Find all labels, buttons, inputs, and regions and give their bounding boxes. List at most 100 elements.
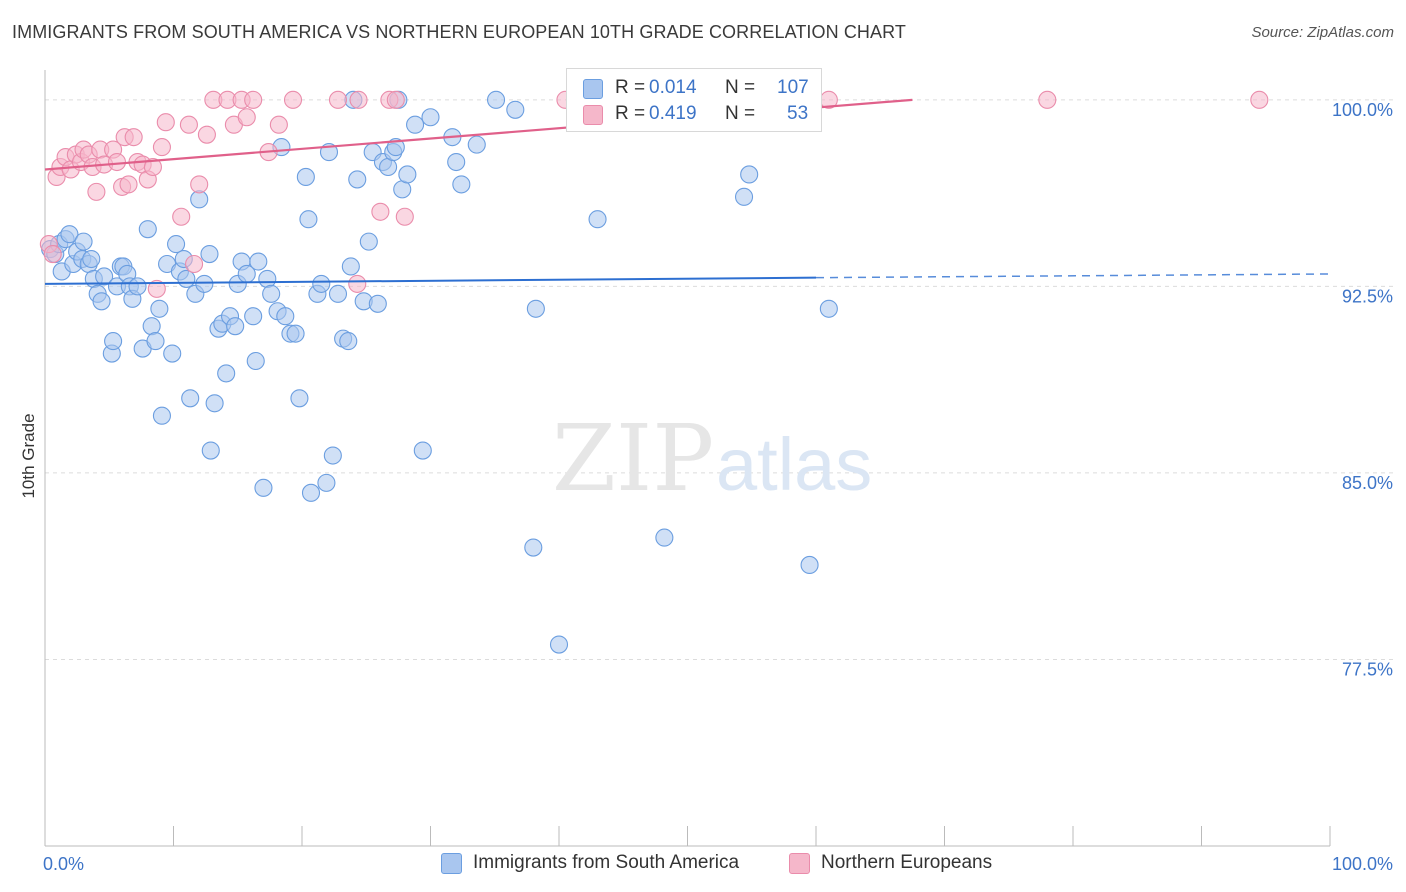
y-tick-label: 92.5% bbox=[1342, 286, 1393, 306]
data-point bbox=[244, 307, 263, 326]
gridlines bbox=[45, 99, 1395, 660]
data-point bbox=[283, 90, 303, 109]
data-point bbox=[486, 90, 506, 109]
data-point bbox=[163, 344, 182, 363]
data-point bbox=[371, 202, 390, 221]
legend-swatch-blue bbox=[583, 79, 603, 99]
data-point bbox=[588, 210, 607, 229]
data-point bbox=[1250, 90, 1269, 109]
data-point bbox=[185, 254, 204, 274]
data-point bbox=[386, 138, 405, 157]
data-point bbox=[179, 115, 198, 134]
data-point bbox=[421, 108, 440, 127]
data-point bbox=[301, 483, 321, 502]
data-point bbox=[258, 269, 277, 288]
data-point bbox=[349, 90, 368, 109]
legend-n-value: 53 bbox=[787, 103, 809, 124]
data-point bbox=[217, 364, 236, 383]
data-point bbox=[467, 135, 486, 154]
bottom-legend-swatch-blue bbox=[441, 853, 462, 874]
legend-n-label: N = bbox=[725, 77, 756, 98]
y-tick-label: 85.0% bbox=[1342, 473, 1393, 493]
data-point bbox=[386, 90, 405, 109]
source-label: Source: ZipAtlas.com bbox=[1251, 24, 1394, 41]
data-point bbox=[143, 157, 162, 177]
data-point bbox=[128, 277, 147, 296]
data-point bbox=[819, 299, 838, 318]
data-point bbox=[655, 528, 674, 547]
watermark-atlas: atlas bbox=[716, 423, 872, 506]
data-point bbox=[398, 165, 417, 184]
data-point bbox=[524, 538, 543, 557]
data-point bbox=[526, 299, 545, 318]
data-point bbox=[205, 394, 224, 413]
data-point bbox=[452, 175, 471, 194]
bottom-legend-swatch-pink bbox=[789, 853, 810, 874]
stats-legend: R = 0.014 N = 107 R = 0.419 N = 53 bbox=[566, 68, 822, 132]
data-point bbox=[254, 478, 273, 497]
data-point bbox=[299, 210, 318, 229]
data-point bbox=[262, 284, 281, 303]
legend-r-label: R = bbox=[615, 103, 646, 124]
data-point bbox=[124, 128, 143, 147]
data-point bbox=[138, 220, 157, 239]
data-point bbox=[395, 207, 414, 226]
y-tick-label: 100.0% bbox=[1332, 100, 1393, 120]
data-point bbox=[276, 307, 295, 326]
data-point bbox=[107, 152, 127, 172]
data-point bbox=[177, 269, 196, 288]
data-point bbox=[200, 245, 219, 264]
y-axis-label: 10th Grade bbox=[19, 413, 38, 498]
chart-title: IMMIGRANTS FROM SOUTH AMERICA VS NORTHER… bbox=[12, 22, 907, 42]
x-tick-label: 100.0% bbox=[1332, 854, 1393, 874]
data-point bbox=[152, 138, 171, 157]
data-point bbox=[734, 187, 754, 206]
data-point bbox=[119, 175, 138, 194]
data-point bbox=[95, 267, 114, 286]
data-point bbox=[237, 108, 256, 127]
trend-line-south-america-extrapolated bbox=[815, 273, 1331, 279]
data-point bbox=[328, 284, 348, 303]
data-point bbox=[172, 207, 191, 226]
trend-line-south-america bbox=[44, 276, 817, 285]
data-point bbox=[1038, 90, 1057, 109]
legend-r-label: R = bbox=[615, 77, 646, 98]
data-point bbox=[190, 175, 209, 194]
data-point bbox=[246, 351, 265, 371]
series-south-america-points bbox=[41, 90, 838, 654]
data-point bbox=[341, 257, 360, 276]
data-point bbox=[147, 279, 166, 298]
data-point bbox=[87, 182, 106, 201]
bottom-legend-label: Northern Europeans bbox=[821, 852, 993, 873]
legend-swatch-pink bbox=[583, 105, 603, 125]
tick-labels: 77.5% 85.0% 92.5% 100.0% 0.0% 100.0% bbox=[43, 100, 1393, 874]
y-tick-label: 77.5% bbox=[1342, 659, 1393, 679]
legend-r-value: 0.014 bbox=[649, 77, 697, 98]
data-point bbox=[339, 332, 358, 351]
data-point bbox=[740, 165, 759, 184]
data-point bbox=[197, 125, 216, 144]
data-point bbox=[195, 274, 214, 293]
data-point bbox=[406, 115, 425, 134]
data-point bbox=[296, 167, 315, 186]
data-point bbox=[156, 113, 175, 132]
data-point bbox=[244, 90, 263, 109]
data-point bbox=[82, 249, 101, 269]
data-point bbox=[359, 232, 378, 251]
data-point bbox=[447, 152, 466, 172]
data-point bbox=[60, 225, 79, 244]
data-point bbox=[800, 555, 819, 574]
bottom-legend-label: Immigrants from South America bbox=[473, 852, 740, 873]
data-point bbox=[92, 292, 111, 311]
data-point bbox=[249, 252, 268, 271]
data-point bbox=[549, 635, 569, 654]
data-point bbox=[317, 473, 336, 492]
data-point bbox=[167, 235, 186, 254]
data-point bbox=[226, 317, 245, 336]
watermark-zip: ZIP bbox=[552, 405, 714, 512]
data-point bbox=[104, 332, 123, 351]
data-point bbox=[201, 441, 220, 460]
data-point bbox=[328, 90, 348, 109]
data-point bbox=[269, 115, 288, 134]
